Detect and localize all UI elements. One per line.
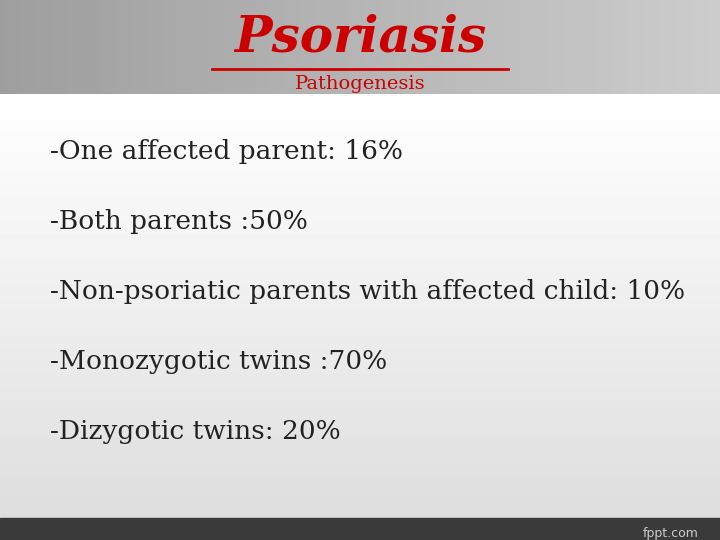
Text: -Monozygotic twins :70%: -Monozygotic twins :70%	[50, 349, 387, 374]
Text: -One affected parent: 16%: -One affected parent: 16%	[50, 139, 403, 164]
Text: fppt.com: fppt.com	[642, 527, 698, 540]
Text: -Non-psoriatic parents with affected child: 10%: -Non-psoriatic parents with affected chi…	[50, 279, 685, 304]
Text: -Both parents :50%: -Both parents :50%	[50, 209, 308, 234]
Text: Pathogenesis: Pathogenesis	[294, 75, 426, 93]
Text: Psoriasis: Psoriasis	[234, 13, 486, 62]
Bar	[0, 518, 720, 540]
Text: -Dizygotic twins: 20%: -Dizygotic twins: 20%	[50, 420, 341, 444]
